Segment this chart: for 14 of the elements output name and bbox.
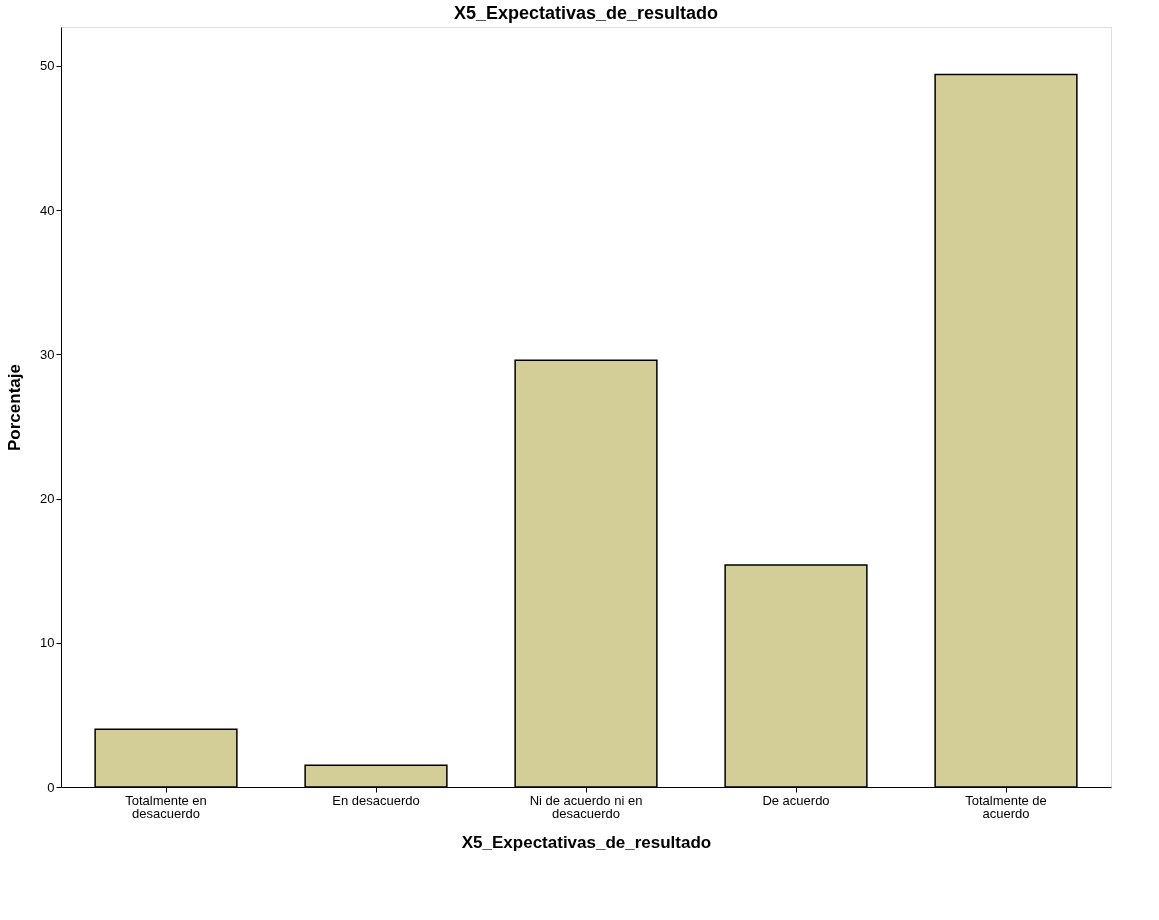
x-tick-label: En desacuerdo: [332, 792, 420, 808]
x-tick-label: Totalmente en desacuerdo: [125, 792, 207, 821]
x-tick-label: Totalmente de acuerdo: [965, 792, 1047, 821]
x-axis-title: X5_Expectativas_de_resultado: [461, 832, 712, 852]
y-tick-label: 0: [47, 779, 55, 795]
y-tick-label: 30: [40, 346, 55, 362]
chart-title: X5_Expectativas_de_resultado: [453, 3, 719, 23]
x-tick-label: De acuerdo: [762, 792, 830, 808]
y-tick-label: 10: [40, 635, 55, 651]
x-tick-label: Ni de acuerdo ni en desacuerdo: [529, 792, 643, 821]
y-tick-label: 20: [40, 491, 55, 507]
y-axis-title: Porcentaje: [5, 364, 25, 451]
y-tick-label: 50: [40, 58, 55, 74]
y-tick-label: 40: [40, 202, 55, 218]
